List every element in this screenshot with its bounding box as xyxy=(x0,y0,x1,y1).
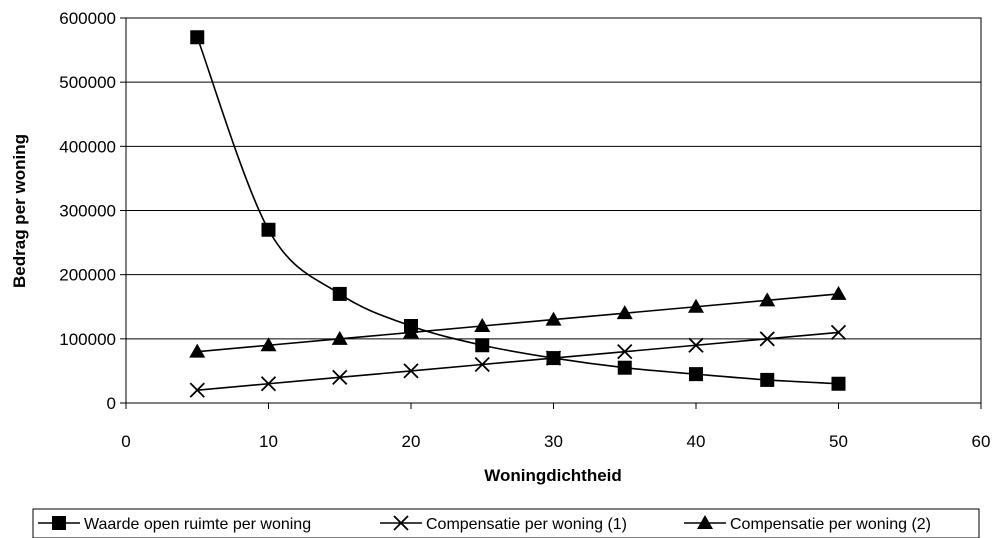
marker-compensatie-2-35 xyxy=(616,305,633,320)
x-tick-label-50: 50 xyxy=(829,432,848,451)
marker-waarde-open-ruimte-35 xyxy=(617,360,632,375)
marker-compensatie-2-10 xyxy=(260,337,277,352)
x-tick-label-20: 20 xyxy=(402,432,421,451)
y-tick-label-300000: 300000 xyxy=(59,202,116,221)
y-tick-label-400000: 400000 xyxy=(59,137,116,156)
y-tick-label-0: 0 xyxy=(107,394,116,413)
x-tick-label-60: 60 xyxy=(972,432,991,451)
marker-compensatie-1-5 xyxy=(189,382,205,398)
y-axis-title: Bedrag per woning xyxy=(10,134,29,288)
marker-compensatie-2-50 xyxy=(830,285,847,300)
marker-compensatie-2-25 xyxy=(474,318,491,332)
marker-compensatie-1-35 xyxy=(617,344,633,360)
y-tick-label-100000: 100000 xyxy=(59,330,116,349)
y-tick-label-200000: 200000 xyxy=(59,266,116,285)
x-tick-label-40: 40 xyxy=(687,432,706,451)
x-axis-title: Woningdichtheid xyxy=(484,466,622,485)
axes: 0 100000 200000 300000 400000 500000 600000 0 10… xyxy=(59,9,990,451)
legend-label-compensatie-2: Compensatie per woning (2) xyxy=(730,516,931,533)
legend: Waarde open ruimte per woning Compensatie… xyxy=(32,508,980,538)
marker-compensatie-1-40 xyxy=(688,337,704,353)
legend-marker-compensatie-2 xyxy=(697,515,713,529)
series-markers xyxy=(189,30,847,398)
series-line-compensatie-2 xyxy=(197,293,839,353)
marker-compensatie-1-15 xyxy=(332,369,348,385)
marker-compensatie-1-10 xyxy=(260,376,277,392)
y-tick-label-500000: 500000 xyxy=(59,73,116,92)
marker-compensatie-2-40 xyxy=(688,298,704,313)
marker-waarde-open-ruimte-15 xyxy=(332,286,347,301)
marker-compensatie-1-45 xyxy=(759,331,775,347)
marker-waarde-open-ruimte-10 xyxy=(261,222,276,237)
marker-waarde-open-ruimte-50 xyxy=(831,376,846,391)
x-tick-label-30: 30 xyxy=(544,432,563,451)
x-tick-label-0: 0 xyxy=(121,432,130,451)
marker-compensatie-2-5 xyxy=(189,343,206,358)
marker-waarde-open-ruimte-45 xyxy=(760,372,775,387)
marker-compensatie-1-25 xyxy=(474,356,490,373)
marker-compensatie-2-45 xyxy=(759,292,776,307)
marker-waarde-open-ruimte-25 xyxy=(475,338,490,353)
marker-waarde-open-ruimte-40 xyxy=(689,367,703,382)
marker-compensatie-1-20 xyxy=(403,363,419,379)
gridlines xyxy=(126,81,981,340)
legend-box xyxy=(32,508,980,538)
series-lines xyxy=(196,36,839,391)
marker-compensatie-1-50 xyxy=(830,324,847,341)
legend-label-compensatie-1: Compensatie per woning (1) xyxy=(426,516,627,533)
legend-label-waarde-open-ruimte: Waarde open ruimte per woning xyxy=(84,516,311,533)
marker-compensatie-1-30 xyxy=(545,350,562,366)
marker-waarde-open-ruimte-5 xyxy=(190,30,205,45)
legend-marker-compensatie-1 xyxy=(393,515,409,531)
y-tick-label-600000: 600000 xyxy=(59,9,116,28)
x-tick-label-10: 10 xyxy=(259,432,278,451)
legend-marker-waarde-open-ruimte xyxy=(52,516,66,530)
series-line-compensatie-1 xyxy=(197,331,839,391)
marker-compensatie-2-30 xyxy=(545,311,562,326)
marker-compensatie-2-15 xyxy=(331,330,348,345)
marker-compensatie-2-20 xyxy=(403,324,419,339)
